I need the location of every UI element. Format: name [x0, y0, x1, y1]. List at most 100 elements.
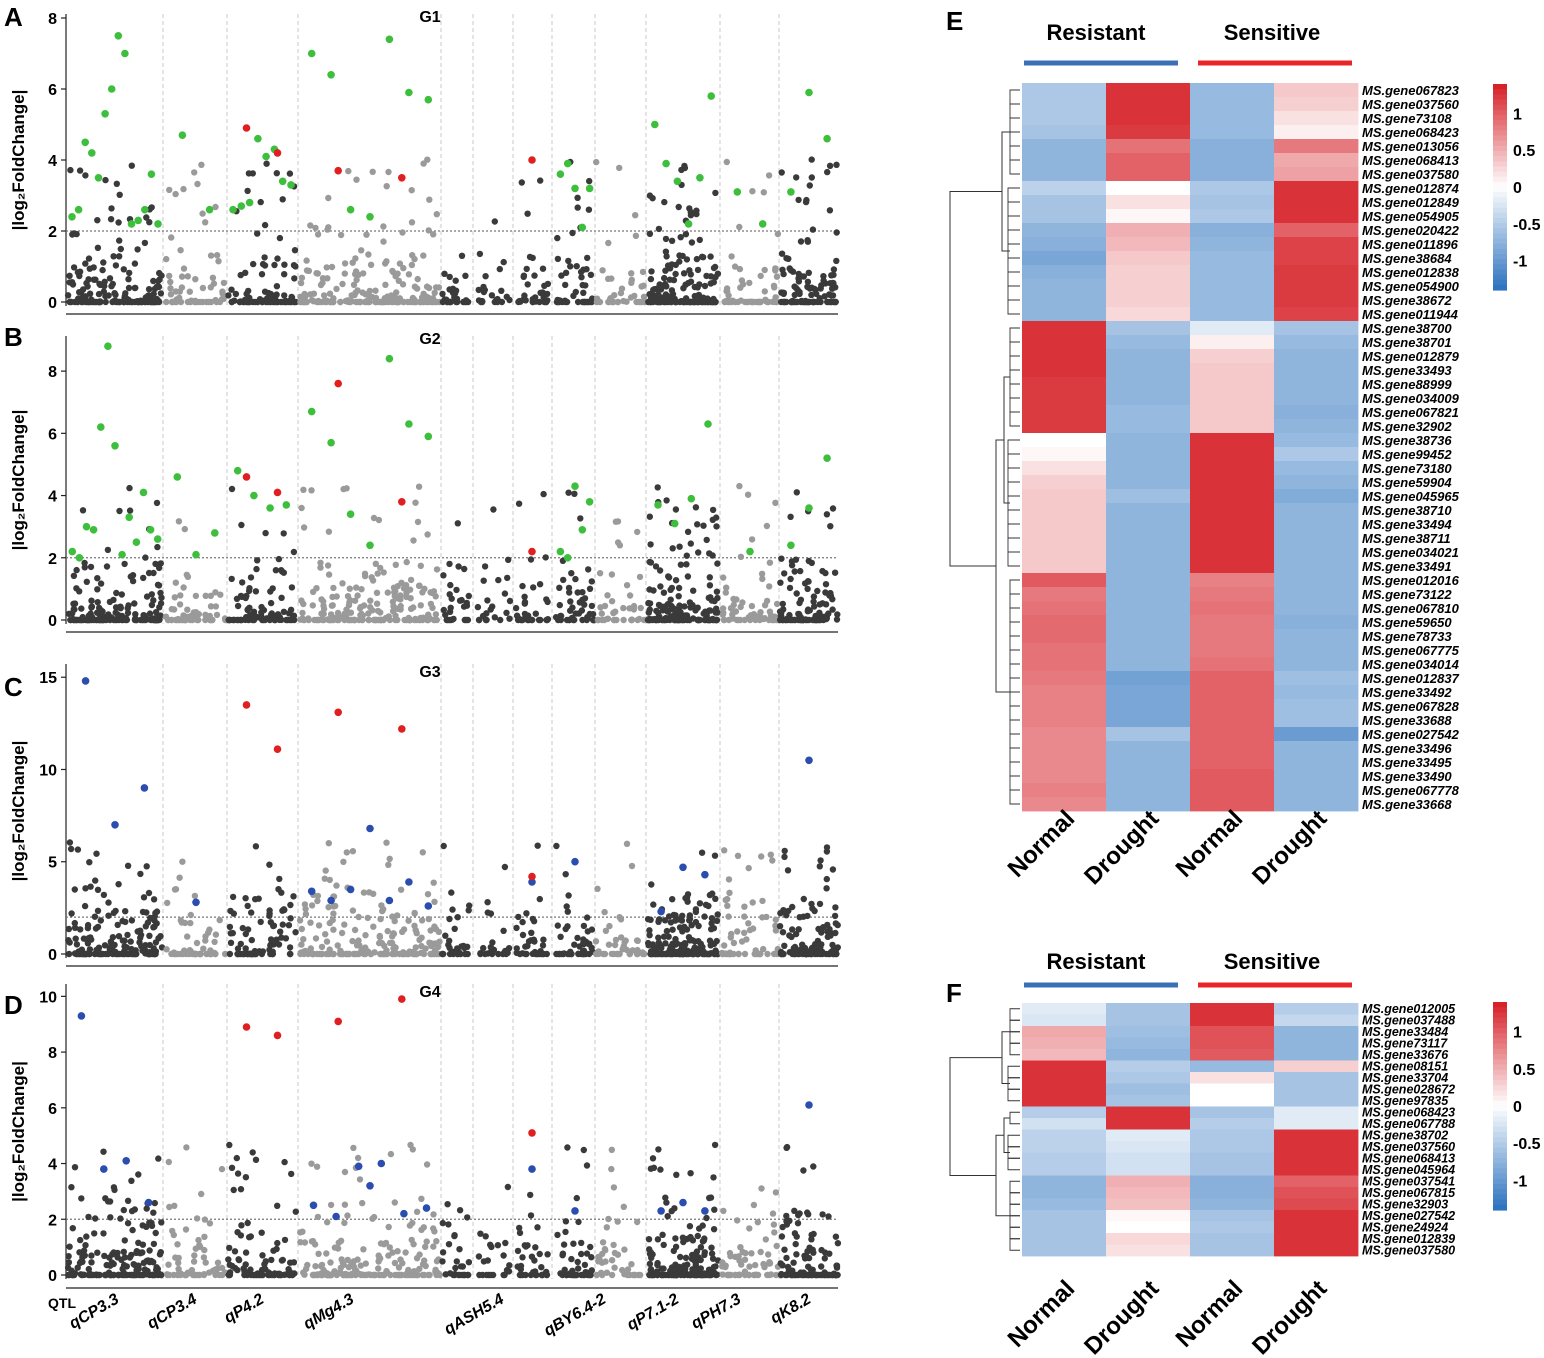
gene-point: [355, 913, 362, 921]
heatmap-cell: [1022, 1014, 1107, 1027]
gene-point: [714, 950, 721, 958]
gene-point: [86, 950, 93, 958]
gene-label: MS.gene59904: [1362, 475, 1452, 490]
gene-point: [145, 286, 153, 293]
gene-point: [207, 592, 214, 599]
gene-point: [721, 298, 728, 306]
gene-point: [672, 506, 680, 513]
highlighted-gene-point: [273, 1031, 282, 1040]
heatmap-cell: [1022, 293, 1107, 308]
gene-point: [529, 915, 536, 923]
gene-point: [235, 1256, 243, 1264]
dendrogram-branch: [1001, 131, 1010, 252]
gene-point: [650, 616, 657, 623]
heatmap-cell: [1190, 139, 1275, 154]
gene-point: [167, 291, 175, 298]
gene-point: [383, 950, 390, 958]
heatmap-cell: [1190, 349, 1275, 364]
gene-point: [239, 924, 246, 932]
gene-point: [154, 612, 161, 619]
gene-point: [763, 298, 770, 305]
highlighted-gene-point: [528, 1165, 536, 1173]
dendrogram-branch: [1009, 1203, 1020, 1217]
heatmap-cell: [1022, 1198, 1107, 1211]
gene-point: [804, 1248, 811, 1255]
gene-point: [340, 485, 347, 493]
gene-point: [620, 1203, 627, 1211]
gene-point: [657, 602, 664, 610]
gene-point: [163, 255, 170, 263]
gene-label: MS.gene054905: [1362, 209, 1460, 224]
heatmap-cell: [1190, 391, 1275, 406]
gene-point: [180, 265, 188, 272]
gene-point: [697, 940, 704, 947]
gene-point: [658, 944, 665, 952]
gene-point: [783, 1212, 790, 1220]
y-tick-label: 0: [48, 1268, 57, 1285]
gene-point: [822, 569, 829, 577]
heatmap-cell: [1106, 755, 1191, 770]
gene-point: [801, 1270, 808, 1277]
gene-point: [746, 279, 753, 287]
legend-swatch: [1493, 1022, 1507, 1029]
heatmap-cell: [1274, 433, 1359, 448]
highlighted-gene-point: [704, 420, 712, 428]
heatmap-cell: [1274, 685, 1359, 700]
heatmap-cell: [1190, 209, 1275, 224]
y-axis-label: |log₂FoldChange|: [9, 90, 28, 231]
heatmap-cell: [1022, 1210, 1107, 1222]
panel-title: G4: [419, 984, 440, 1001]
gene-point: [286, 170, 294, 177]
gene-point: [618, 934, 625, 941]
gene-point: [191, 950, 198, 958]
gene-point: [103, 563, 111, 570]
gene-point: [207, 603, 215, 610]
gene-point: [266, 616, 273, 624]
gene-point: [579, 589, 586, 596]
gene-point: [480, 283, 487, 291]
gene-point: [562, 1218, 570, 1225]
gene-point: [581, 595, 589, 602]
gene-point: [345, 167, 352, 175]
gene-point: [128, 1207, 136, 1215]
gene-point: [626, 592, 634, 599]
gene-point: [801, 1252, 808, 1260]
gene-point: [431, 289, 438, 296]
dendrogram-branch: [1009, 355, 1020, 371]
gene-point: [359, 1199, 366, 1207]
gene-point: [181, 1271, 189, 1279]
gene-point: [192, 1271, 199, 1279]
gene-point: [568, 1255, 575, 1263]
heatmap-cell: [1190, 447, 1275, 462]
gene-point: [480, 577, 487, 584]
gene-label: MS.gene027542: [1362, 1209, 1455, 1223]
gene-point: [333, 882, 340, 889]
gene-label: MS.gene33495: [1362, 755, 1452, 770]
gene-point: [658, 1265, 665, 1272]
gene-point: [465, 907, 472, 914]
gene-point: [92, 877, 99, 884]
heatmap-cell: [1022, 139, 1107, 154]
gene-point: [116, 237, 123, 244]
gene-point: [656, 567, 664, 574]
gene-point: [539, 942, 547, 949]
dendrogram-branch: [1009, 593, 1020, 609]
gene-point: [248, 936, 255, 944]
gene-point: [369, 577, 377, 584]
gene-point: [332, 902, 339, 910]
gene-point: [539, 289, 546, 296]
gene-point: [578, 274, 585, 281]
gene-point: [170, 1271, 177, 1279]
gene-point: [349, 907, 357, 914]
gene-point: [362, 932, 369, 939]
gene-point: [70, 572, 78, 579]
heatmap-cell: [1022, 601, 1107, 616]
gene-point: [484, 597, 491, 604]
highlighted-gene-point: [585, 498, 594, 506]
heatmap-cell: [1106, 1037, 1191, 1050]
legend-swatch: [1493, 1184, 1507, 1190]
gene-point: [157, 290, 165, 297]
gene-point: [424, 531, 431, 538]
legend-swatch: [1493, 1142, 1507, 1149]
